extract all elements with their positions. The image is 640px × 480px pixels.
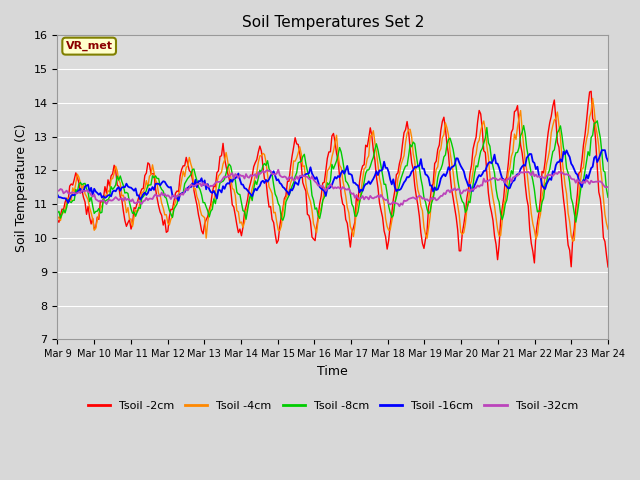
Tsoil -16cm xyxy=(296,175,303,181)
Tsoil -4cm xyxy=(245,199,253,205)
Tsoil -8cm xyxy=(236,192,244,197)
Tsoil -8cm xyxy=(54,210,61,216)
Tsoil -8cm xyxy=(218,179,225,185)
Tsoil -16cm xyxy=(598,147,605,153)
Tsoil -4cm xyxy=(294,150,302,156)
Tsoil -2cm xyxy=(121,217,129,223)
Title: Soil Temperatures Set 2: Soil Temperatures Set 2 xyxy=(241,15,424,30)
Tsoil -8cm xyxy=(593,118,601,124)
Tsoil -8cm xyxy=(294,160,302,166)
Legend: Tsoil -2cm, Tsoil -4cm, Tsoil -8cm, Tsoil -16cm, Tsoil -32cm: Tsoil -2cm, Tsoil -4cm, Tsoil -8cm, Tsoi… xyxy=(83,396,582,416)
Text: VR_met: VR_met xyxy=(66,41,113,51)
Tsoil -32cm xyxy=(54,188,61,194)
Tsoil -8cm xyxy=(572,219,580,225)
Tsoil -16cm xyxy=(604,158,612,164)
Tsoil -2cm xyxy=(245,186,253,192)
Y-axis label: Soil Temperature (C): Soil Temperature (C) xyxy=(15,123,28,252)
Tsoil -8cm xyxy=(121,190,129,196)
Tsoil -2cm xyxy=(604,264,612,270)
Tsoil -2cm xyxy=(294,142,302,147)
Tsoil -32cm xyxy=(604,184,612,190)
Line: Tsoil -2cm: Tsoil -2cm xyxy=(58,91,608,267)
Tsoil -2cm xyxy=(573,192,581,197)
Tsoil -32cm xyxy=(236,172,244,178)
Tsoil -32cm xyxy=(275,167,282,173)
Tsoil -4cm xyxy=(218,169,225,175)
Line: Tsoil -4cm: Tsoil -4cm xyxy=(58,98,608,241)
Tsoil -4cm xyxy=(121,199,129,204)
Tsoil -4cm xyxy=(54,214,61,219)
Tsoil -32cm xyxy=(296,173,303,179)
Tsoil -16cm xyxy=(237,181,245,187)
Tsoil -32cm xyxy=(121,194,129,200)
Tsoil -16cm xyxy=(575,177,582,183)
Tsoil -16cm xyxy=(220,183,227,189)
Tsoil -16cm xyxy=(123,181,131,187)
Tsoil -8cm xyxy=(245,197,253,203)
Tsoil -4cm xyxy=(569,239,577,244)
Tsoil -2cm xyxy=(236,226,244,232)
X-axis label: Time: Time xyxy=(317,365,348,378)
Tsoil -32cm xyxy=(396,204,403,209)
Tsoil -32cm xyxy=(218,178,225,184)
Tsoil -16cm xyxy=(54,192,61,198)
Tsoil -8cm xyxy=(604,194,612,200)
Tsoil -4cm xyxy=(236,220,244,226)
Tsoil -8cm xyxy=(575,200,582,206)
Tsoil -4cm xyxy=(575,193,582,199)
Tsoil -4cm xyxy=(589,96,596,101)
Line: Tsoil -16cm: Tsoil -16cm xyxy=(58,150,608,203)
Tsoil -4cm xyxy=(604,226,612,232)
Tsoil -32cm xyxy=(245,175,253,180)
Tsoil -32cm xyxy=(577,179,584,185)
Line: Tsoil -32cm: Tsoil -32cm xyxy=(58,170,608,206)
Tsoil -16cm xyxy=(64,200,72,206)
Tsoil -2cm xyxy=(588,88,595,94)
Tsoil -2cm xyxy=(218,153,225,158)
Tsoil -16cm xyxy=(247,192,255,197)
Tsoil -2cm xyxy=(54,217,61,223)
Line: Tsoil -8cm: Tsoil -8cm xyxy=(58,121,608,222)
